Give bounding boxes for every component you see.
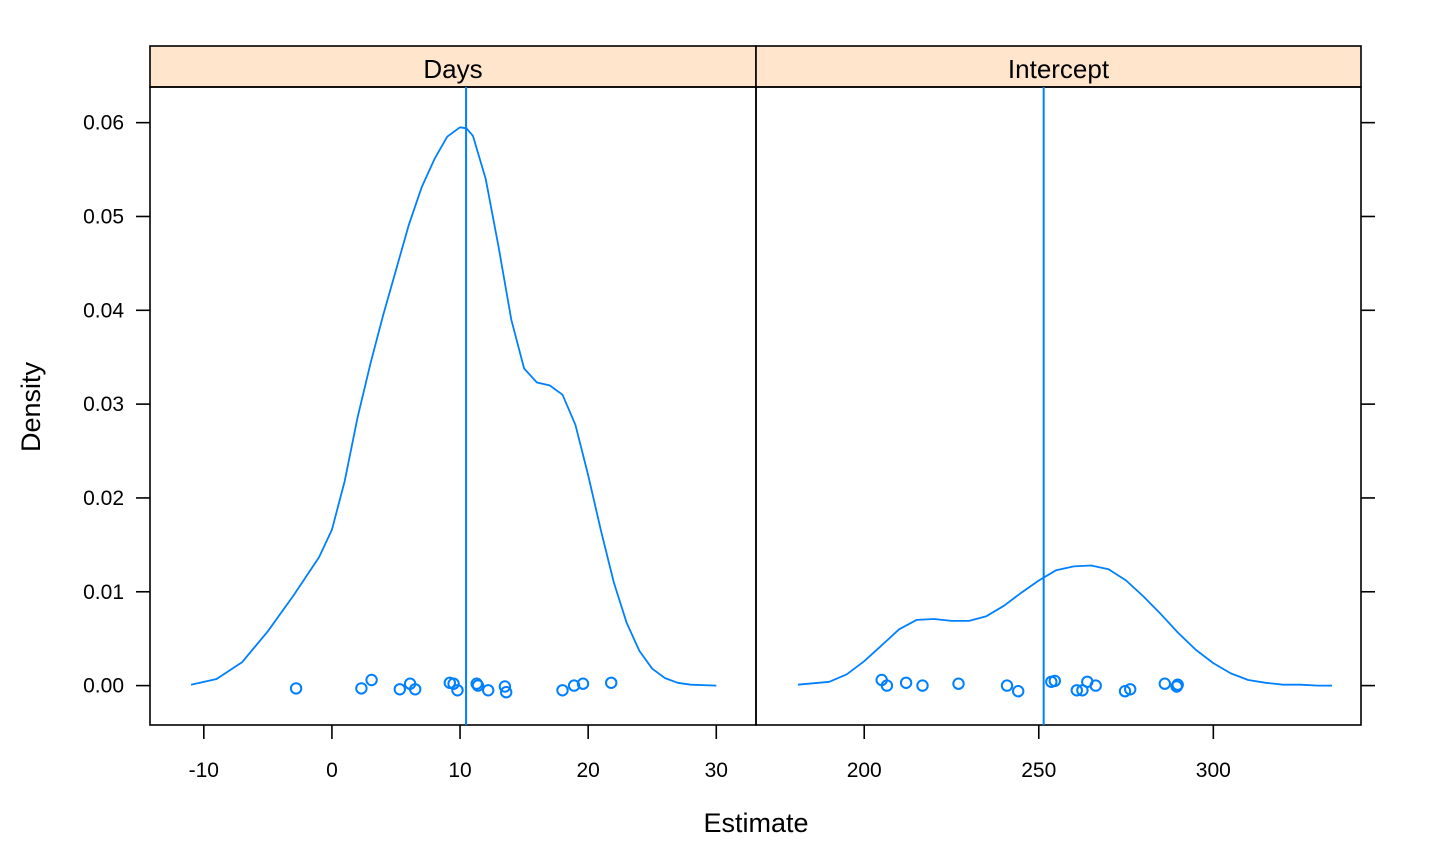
- y-tick-label: 0.06: [83, 112, 124, 135]
- data-point: [471, 679, 485, 692]
- panel-intercept: Intercept 200 250 300: [755, 45, 1362, 782]
- data-point: [1000, 679, 1014, 692]
- panel-strip: [149, 45, 757, 88]
- x-tick-label: 20: [576, 759, 599, 782]
- y-tick-label: 0.03: [83, 393, 124, 416]
- data-point: [365, 673, 378, 687]
- x-tick-label: 250: [1021, 759, 1056, 782]
- x-tick-label: 30: [705, 759, 728, 782]
- data-point: [451, 684, 464, 697]
- data-point: [393, 683, 406, 696]
- data-point: [1171, 678, 1184, 691]
- data-point: [1048, 674, 1062, 688]
- y-axis-title: Density: [16, 361, 46, 452]
- data-point: [1070, 684, 1084, 697]
- data-point: [1012, 685, 1025, 698]
- data-point: [952, 677, 965, 690]
- data-point: [289, 682, 303, 695]
- data-point: [482, 684, 495, 697]
- data-point: [567, 679, 581, 692]
- data-point: [880, 679, 894, 692]
- x-tick-label: 10: [448, 759, 471, 782]
- x-tick-label: 200: [847, 759, 882, 782]
- data-point: [498, 680, 512, 693]
- panels-layer: Days -10 0 10 20 30 Intercept 200 250 300: [149, 45, 1362, 782]
- y-tick-label: 0.00: [83, 675, 124, 698]
- x-tick-label: 0: [326, 759, 338, 782]
- panel-strip-label: Intercept: [1008, 54, 1110, 84]
- data-point: [899, 676, 913, 689]
- panel-frame: [755, 86, 1362, 726]
- y-tick-label: 0.01: [83, 581, 124, 604]
- data-point: [500, 686, 513, 699]
- panel-strip-label: Days: [423, 54, 482, 84]
- data-point: [447, 677, 460, 690]
- y-tick-label: 0.05: [83, 205, 124, 228]
- data-point: [1089, 679, 1102, 692]
- data-point: [1158, 677, 1172, 690]
- panel-frame: [149, 86, 757, 726]
- y-axis: 0.00 0.01 0.02 0.03 0.04 0.05 0.06: [83, 112, 1375, 698]
- panel-days: Days -10 0 10 20 30: [149, 45, 757, 782]
- data-point: [605, 676, 618, 689]
- density-line: [190, 126, 717, 687]
- data-point: [916, 679, 929, 692]
- y-tick-label: 0.02: [83, 487, 124, 510]
- panel-strip: [755, 45, 1362, 88]
- x-tick-label: 300: [1196, 759, 1231, 782]
- data-point: [355, 682, 368, 695]
- x-axis-title: Estimate: [703, 808, 808, 838]
- y-tick-label: 0.04: [83, 299, 124, 322]
- x-tick-label: -10: [189, 759, 219, 782]
- density-line: [797, 564, 1332, 687]
- data-point: [556, 684, 569, 697]
- data-point: [576, 677, 590, 690]
- data-point: [409, 683, 422, 696]
- data-point: [1124, 683, 1137, 696]
